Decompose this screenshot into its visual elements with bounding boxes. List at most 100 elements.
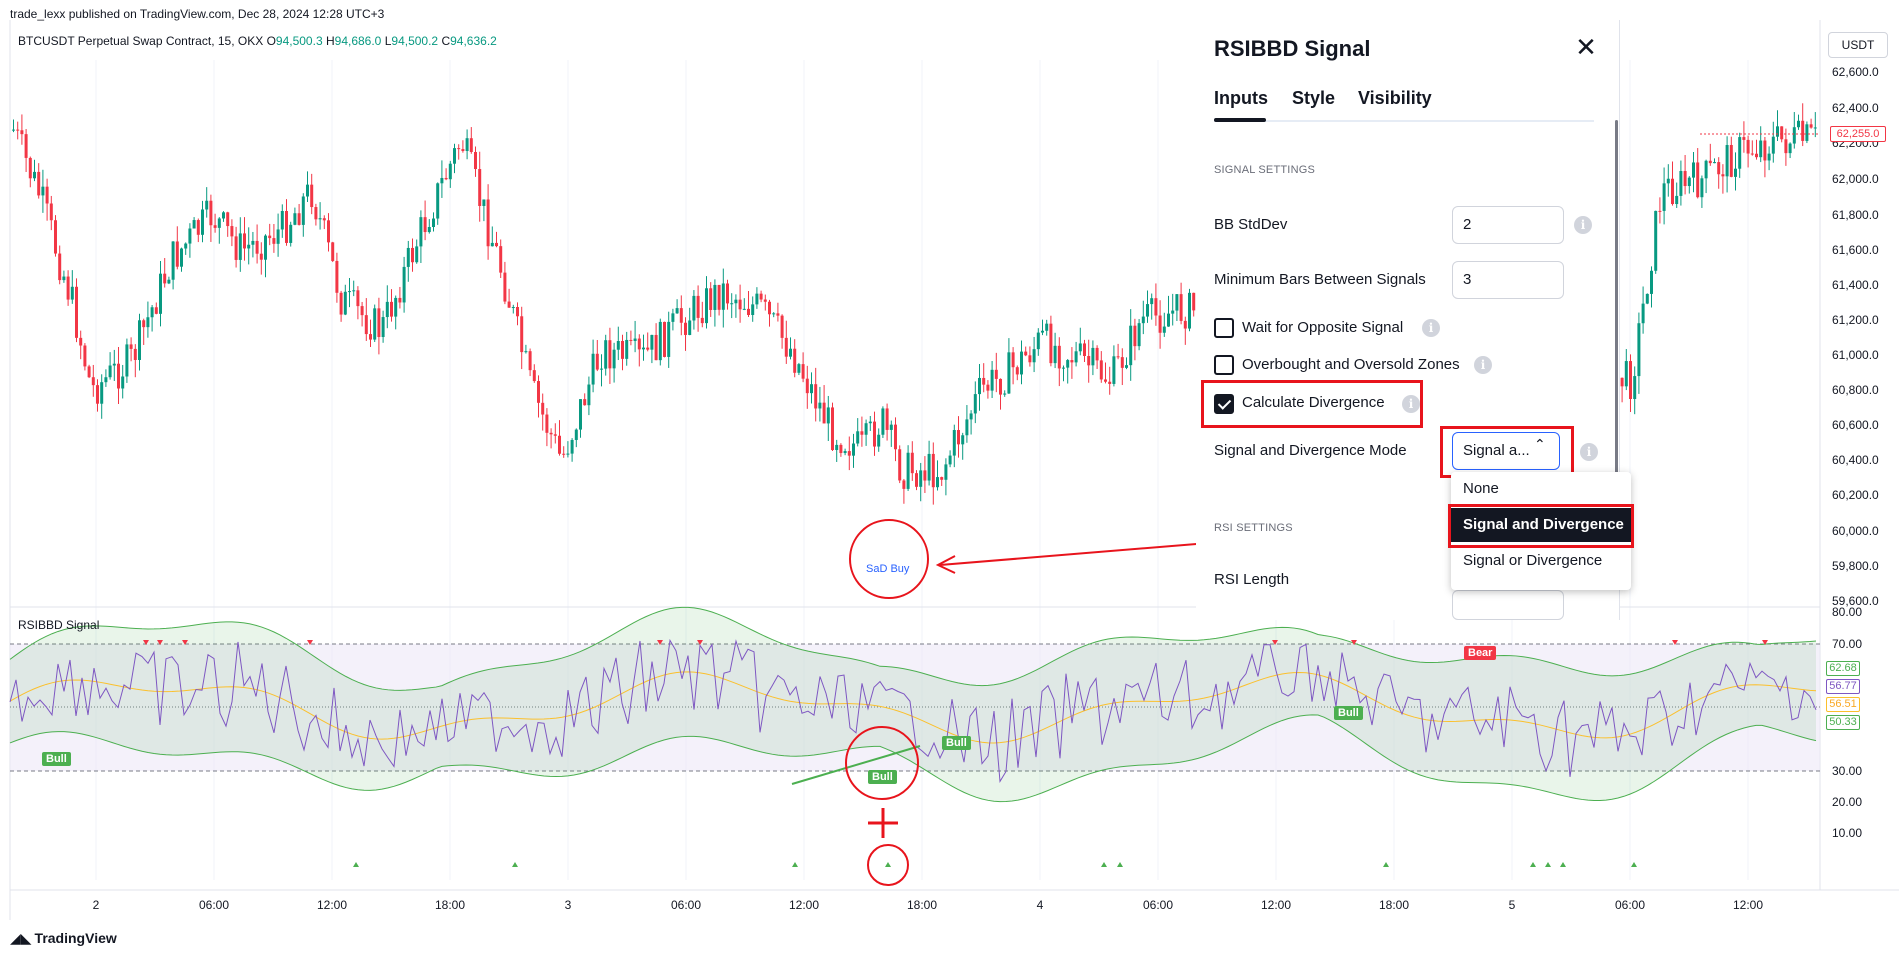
candle-body bbox=[440, 177, 444, 184]
symbol-name[interactable]: BTCUSDT Perpetual Swap Contract, 15, OKX bbox=[18, 34, 264, 48]
candle-body bbox=[621, 341, 624, 359]
info-icon[interactable]: i bbox=[1580, 443, 1598, 461]
tab-inputs[interactable]: Inputs bbox=[1214, 88, 1268, 108]
candle-body bbox=[1116, 356, 1120, 358]
wait-opposite-checkbox[interactable] bbox=[1214, 318, 1234, 338]
candle-body bbox=[33, 171, 36, 179]
candle-body bbox=[948, 455, 952, 465]
candle-body bbox=[436, 183, 440, 219]
currency-button[interactable]: USDT bbox=[1828, 32, 1888, 58]
candle-body bbox=[952, 430, 956, 456]
ob-os-zones-checkbox[interactable] bbox=[1214, 355, 1234, 375]
candle-body bbox=[1041, 330, 1044, 333]
info-icon[interactable]: i bbox=[1402, 395, 1420, 413]
candle-body bbox=[364, 315, 368, 335]
mode-select[interactable]: Signal a... bbox=[1452, 432, 1560, 470]
candle-body bbox=[642, 347, 645, 350]
candle-body bbox=[856, 431, 860, 444]
value-tag-rsi: 56.77 bbox=[1826, 679, 1860, 694]
candle-body bbox=[730, 303, 734, 305]
candle-body bbox=[990, 369, 994, 391]
candle-body bbox=[1158, 315, 1162, 333]
candle-body bbox=[205, 200, 209, 210]
option-none[interactable]: None bbox=[1463, 480, 1499, 497]
candle-body bbox=[100, 382, 104, 404]
candle-body bbox=[549, 432, 553, 435]
candle-body bbox=[1763, 140, 1767, 161]
rsi-length-input[interactable] bbox=[1452, 590, 1564, 620]
candle-body bbox=[310, 184, 314, 208]
candle-body bbox=[936, 477, 939, 488]
candle-body bbox=[1053, 345, 1057, 364]
candle-body bbox=[1729, 144, 1733, 177]
candle-body bbox=[1629, 361, 1632, 399]
candle-body bbox=[343, 291, 347, 315]
indicator-name[interactable]: RSIBBD Signal bbox=[18, 618, 100, 632]
candle-body bbox=[1713, 162, 1716, 164]
candle-body bbox=[516, 307, 519, 317]
candle-body bbox=[1637, 323, 1641, 377]
candle-body bbox=[163, 273, 167, 284]
bb-fill bbox=[10, 607, 1816, 802]
tv-logo-icon: ◢◣ bbox=[10, 930, 32, 946]
candle-body bbox=[1755, 153, 1758, 158]
candle-body bbox=[192, 220, 196, 229]
candle-body bbox=[1129, 325, 1133, 366]
candle-body bbox=[423, 217, 427, 233]
candle-body bbox=[1805, 124, 1809, 141]
bb-stddev-input[interactable]: 2 bbox=[1452, 206, 1564, 244]
candle-body bbox=[1700, 178, 1704, 198]
candle-body bbox=[251, 240, 255, 245]
calc-divergence-checkbox[interactable] bbox=[1214, 394, 1234, 414]
candle-body bbox=[679, 308, 683, 323]
tab-divider bbox=[1214, 120, 1594, 122]
candle-body bbox=[322, 218, 326, 221]
candle-body bbox=[906, 452, 910, 489]
signal-marker bbox=[1351, 640, 1357, 645]
candle-body bbox=[108, 365, 112, 378]
candle-body bbox=[889, 424, 893, 430]
candle-body bbox=[117, 363, 120, 389]
candle-body bbox=[1171, 310, 1175, 314]
chevron-up-icon[interactable]: ⌃ bbox=[1534, 436, 1546, 452]
candle-body bbox=[591, 353, 595, 385]
candle-body bbox=[650, 334, 654, 350]
option-signal-or-divergence[interactable]: Signal or Divergence bbox=[1463, 552, 1603, 569]
info-icon[interactable]: i bbox=[1574, 216, 1592, 234]
candle-body bbox=[1725, 144, 1729, 177]
option-signal-and-divergence[interactable]: Signal and Divergence bbox=[1451, 508, 1631, 542]
signal-marker bbox=[1545, 862, 1551, 867]
candle-body bbox=[411, 247, 414, 263]
candle-body bbox=[1809, 124, 1813, 128]
candle-body bbox=[268, 235, 272, 239]
candle-body bbox=[835, 444, 839, 451]
candle-body bbox=[188, 228, 192, 244]
min-bars-input[interactable]: 3 bbox=[1452, 261, 1564, 299]
calc-divergence-label: Calculate Divergence bbox=[1242, 394, 1385, 411]
info-icon[interactable]: i bbox=[1474, 356, 1492, 374]
dialog-scrollbar[interactable] bbox=[1615, 120, 1618, 590]
time-tick-label: 4 bbox=[1036, 898, 1044, 912]
candle-body bbox=[1771, 136, 1775, 154]
close-icon[interactable]: ✕ bbox=[1575, 32, 1597, 62]
dialog-title: RSIBBD Signal bbox=[1214, 36, 1371, 61]
candle-body bbox=[1183, 320, 1187, 329]
value-tag-basis: 56.51 bbox=[1826, 697, 1860, 712]
signal-marker bbox=[1101, 862, 1107, 867]
candle-body bbox=[180, 248, 183, 267]
tradingview-logo[interactable]: ◢◣ TradingView bbox=[10, 930, 117, 947]
candle-body bbox=[1692, 162, 1695, 178]
candle-body bbox=[780, 315, 784, 338]
bb-basis bbox=[9, 671, 1817, 744]
price-tick-label: 59,800.0 bbox=[1832, 559, 1879, 573]
info-icon[interactable]: i bbox=[1422, 319, 1440, 337]
tab-visibility[interactable]: Visibility bbox=[1358, 88, 1432, 108]
tab-style[interactable]: Style bbox=[1292, 88, 1336, 108]
candle-body bbox=[583, 399, 587, 406]
candle-body bbox=[1108, 381, 1112, 384]
candle-body bbox=[293, 213, 297, 225]
candle-body bbox=[700, 317, 704, 324]
candle-body bbox=[1746, 139, 1750, 154]
arrow-head bbox=[935, 555, 956, 574]
